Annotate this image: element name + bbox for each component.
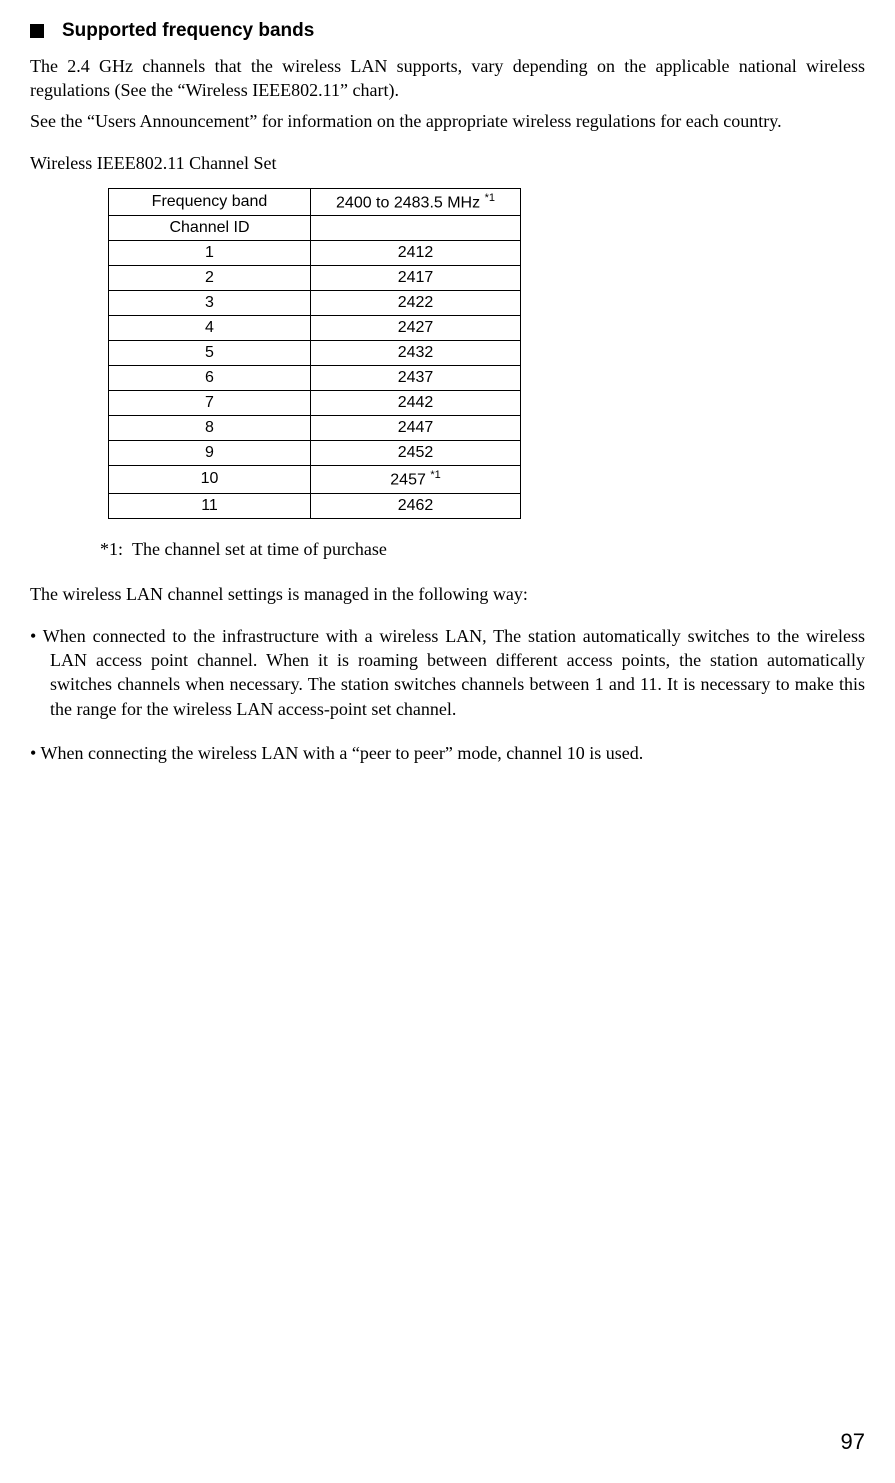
list-item: • When connecting the wireless LAN with … [30, 741, 865, 765]
table-header-left: Frequency band [109, 188, 311, 215]
channel-id-cell: 5 [109, 341, 311, 366]
channel-id-cell: 9 [109, 441, 311, 466]
square-bullet-icon [30, 24, 44, 38]
footnote: *1: The channel set at time of purchase [100, 539, 865, 560]
header-superscript: *1 [485, 192, 495, 204]
channel-id-cell: 7 [109, 391, 311, 416]
channel-id-cell: 8 [109, 416, 311, 441]
footnote-text: The channel set at time of purchase [132, 539, 387, 559]
frequency-cell: 2437 [311, 366, 521, 391]
channel-id-cell: 10 [109, 466, 311, 493]
table-row: 12412 [109, 241, 521, 266]
section-heading: Supported frequency bands [30, 20, 865, 42]
table-row: 82447 [109, 416, 521, 441]
frequency-cell: 2452 [311, 441, 521, 466]
table-row: 32422 [109, 291, 521, 316]
heading-text: Supported frequency bands [62, 20, 314, 42]
bullet-dot-icon: • [30, 626, 43, 646]
frequency-cell: 2417 [311, 266, 521, 291]
frequency-cell: 2422 [311, 291, 521, 316]
channel-id-empty [311, 216, 521, 241]
list-item: • When connected to the infrastructure w… [30, 624, 865, 721]
frequency-cell: 2412 [311, 241, 521, 266]
frequency-cell: 2462 [311, 493, 521, 518]
table-row: 22417 [109, 266, 521, 291]
channel-id-cell: 1 [109, 241, 311, 266]
frequency-cell: 2457 *1 [311, 466, 521, 493]
bullet-dot-icon: • [30, 743, 40, 763]
table-row: 102457 *1 [109, 466, 521, 493]
frequency-cell: 2427 [311, 316, 521, 341]
table-caption: Wireless IEEE802.11 Channel Set [30, 153, 865, 174]
table-row: 62437 [109, 366, 521, 391]
row-superscript: *1 [430, 469, 440, 481]
manage-line: The wireless LAN channel settings is man… [30, 582, 865, 606]
frequency-cell: 2442 [311, 391, 521, 416]
table-row: 72442 [109, 391, 521, 416]
channel-id-cell: 11 [109, 493, 311, 518]
table-row: 92452 [109, 441, 521, 466]
channel-table: Frequency band2400 to 2483.5 MHz *1Chann… [108, 188, 521, 519]
footnote-label: *1: [100, 539, 123, 559]
channel-table-body: Frequency band2400 to 2483.5 MHz *1Chann… [109, 188, 521, 518]
table-row: 112462 [109, 493, 521, 518]
channel-id-cell: 4 [109, 316, 311, 341]
channel-id-cell: 6 [109, 366, 311, 391]
table-row: 52432 [109, 341, 521, 366]
intro-paragraph-1: The 2.4 GHz channels that the wireless L… [30, 54, 865, 103]
intro-paragraph-2: See the “Users Announcement” for informa… [30, 109, 865, 133]
frequency-cell: 2432 [311, 341, 521, 366]
channel-id-cell: 3 [109, 291, 311, 316]
table-header-right: 2400 to 2483.5 MHz *1 [311, 188, 521, 215]
channel-id-cell: 2 [109, 266, 311, 291]
channel-id-label: Channel ID [109, 216, 311, 241]
page-number: 97 [841, 1429, 865, 1455]
bullet-list: • When connected to the infrastructure w… [30, 624, 865, 765]
frequency-cell: 2447 [311, 416, 521, 441]
table-row: 42427 [109, 316, 521, 341]
